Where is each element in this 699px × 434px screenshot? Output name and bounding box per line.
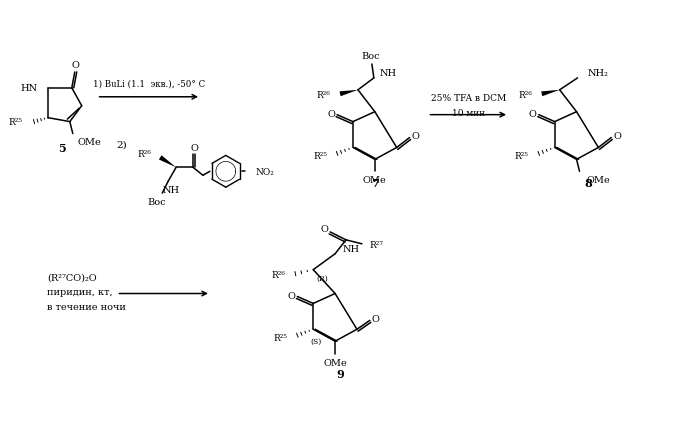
Text: 1) BuLi (1.1  экв.), -50° С: 1) BuLi (1.1 экв.), -50° С — [93, 79, 206, 88]
Text: R²⁷: R²⁷ — [370, 241, 384, 250]
Text: R²⁶: R²⁶ — [518, 91, 532, 100]
Text: 5: 5 — [58, 143, 66, 154]
Text: O: O — [327, 110, 335, 119]
Polygon shape — [159, 156, 176, 168]
Text: NO₂: NO₂ — [256, 168, 275, 176]
Text: (R): (R) — [316, 274, 328, 282]
Text: (R²⁷CO)₂O: (R²⁷CO)₂O — [47, 273, 96, 282]
Polygon shape — [541, 91, 560, 97]
Text: OMe: OMe — [586, 175, 610, 184]
Text: R²⁵: R²⁵ — [515, 151, 529, 161]
Text: O: O — [320, 225, 328, 234]
Polygon shape — [340, 91, 358, 97]
Text: 8: 8 — [584, 178, 592, 188]
Text: O: O — [529, 110, 537, 119]
Text: 7: 7 — [371, 178, 379, 188]
Text: R²⁵: R²⁵ — [273, 333, 287, 342]
Text: O: O — [190, 144, 198, 153]
Text: 10 мин: 10 мин — [452, 109, 485, 118]
Text: Boc: Boc — [147, 197, 166, 206]
Text: NH: NH — [163, 185, 180, 194]
Text: 2): 2) — [116, 141, 127, 150]
Text: NH: NH — [343, 245, 360, 254]
Text: O: O — [613, 132, 621, 141]
Text: R²⁶: R²⁶ — [138, 150, 151, 158]
Text: O: O — [412, 132, 419, 141]
Text: R²⁵: R²⁵ — [313, 151, 327, 161]
Text: R²⁶: R²⁶ — [316, 91, 330, 100]
Text: в течение ночи: в течение ночи — [47, 302, 126, 311]
Text: OMe: OMe — [363, 175, 387, 184]
Text: OMe: OMe — [323, 358, 347, 367]
Text: HN: HN — [21, 84, 38, 93]
Text: NH: NH — [380, 69, 397, 78]
Text: (S): (S) — [310, 337, 322, 345]
Text: 9: 9 — [336, 368, 344, 380]
Text: O: O — [72, 61, 80, 70]
Text: 25% TFA в DCM: 25% TFA в DCM — [431, 94, 506, 103]
Text: Boc: Boc — [361, 51, 380, 60]
Text: NH₂: NH₂ — [587, 69, 608, 78]
Text: R²⁵: R²⁵ — [8, 118, 22, 127]
Text: O: O — [372, 314, 380, 323]
Text: O: O — [287, 291, 295, 300]
Text: пиридин, кт,: пиридин, кт, — [47, 287, 113, 296]
Text: R²⁶: R²⁶ — [271, 270, 285, 279]
Text: OMe: OMe — [78, 138, 101, 147]
